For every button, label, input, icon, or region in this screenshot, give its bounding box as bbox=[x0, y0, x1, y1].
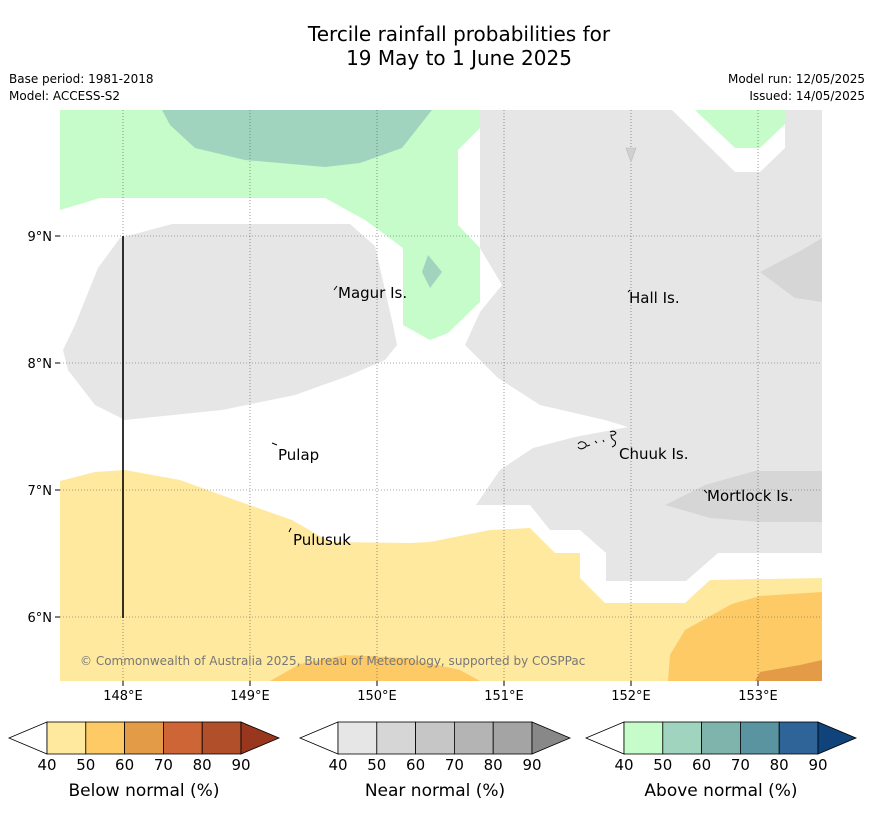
place-label-mortlock: Mortlock Is. bbox=[707, 487, 793, 505]
base-period: Base period: 1981-2018 bbox=[9, 72, 154, 86]
colorbar-above-cell bbox=[701, 721, 741, 755]
colorbar-below-tick: 50 bbox=[76, 756, 96, 774]
region-near-west bbox=[63, 224, 397, 420]
colorbar-near-cell bbox=[376, 721, 416, 755]
colorbar-below-tick: 70 bbox=[153, 756, 173, 774]
region-above-50-60 bbox=[162, 110, 432, 167]
colorbar-above-tick: 70 bbox=[730, 756, 750, 774]
colorbar-near-title: Near normal (%) bbox=[364, 781, 506, 801]
colorbar-above-tick: 50 bbox=[653, 756, 673, 774]
lon-label-148e: 148°E bbox=[103, 689, 143, 704]
colorbar-above-over-arrow bbox=[817, 721, 858, 755]
region-near-east bbox=[465, 110, 822, 581]
colorbar-near-over-arrow bbox=[531, 721, 572, 755]
lon-label-151e: 151°E bbox=[484, 689, 524, 704]
colorbar-near-cell bbox=[453, 721, 494, 755]
colorbar-below-under-arrow bbox=[7, 721, 48, 755]
colorbar-below-normal bbox=[7, 721, 281, 755]
place-label-pulusuk: Pulusuk bbox=[293, 531, 351, 549]
island-outlines bbox=[271, 285, 708, 533]
lat-label-8n: 8°N bbox=[28, 357, 53, 372]
colorbar-near-tick: 40 bbox=[328, 756, 348, 774]
colorbar-above-cell bbox=[623, 721, 664, 755]
region-above-40-50 bbox=[60, 110, 480, 340]
colorbar-near-cell bbox=[337, 721, 378, 755]
meta-right: Model run: 12/05/2025 Issued: 14/05/2025 bbox=[728, 71, 865, 105]
colorbar-below-tick: 90 bbox=[231, 756, 251, 774]
title-line-1: Tercile rainfall probabilities for bbox=[307, 22, 611, 46]
colorbar-above-tick: 80 bbox=[769, 756, 789, 774]
meta-left: Base period: 1981-2018 Model: ACCESS-S2 bbox=[9, 71, 154, 105]
marker-triangle bbox=[625, 147, 637, 163]
model-run: Model run: 12/05/2025 bbox=[727, 72, 865, 86]
colorbar-near-tick: 80 bbox=[483, 756, 503, 774]
place-label-hall: Hall Is. bbox=[629, 289, 680, 307]
lon-label-152e: 152°E bbox=[611, 689, 651, 704]
lat-label-7n: 7°N bbox=[28, 484, 53, 499]
issued-date: Issued: 14/05/2025 bbox=[749, 89, 865, 103]
colorbar-near-cell bbox=[492, 721, 533, 755]
colorbar-below-over-arrow bbox=[240, 721, 281, 755]
colorbar-below-cell bbox=[162, 721, 203, 755]
colorbar-above-normal bbox=[584, 721, 858, 755]
title-line-2: 19 May to 1 June 2025 bbox=[346, 46, 572, 70]
colorbar-near-tick: 90 bbox=[522, 756, 542, 774]
model-name: Model: ACCESS-S2 bbox=[9, 89, 121, 103]
colorbar-below-tick: 40 bbox=[37, 756, 57, 774]
copyright-note: © Commonwealth of Australia 2025, Bureau… bbox=[80, 654, 585, 668]
lat-label-6n: 6°N bbox=[28, 611, 53, 626]
colorbar-below-cell bbox=[124, 721, 164, 755]
colorbar-below-tick: 80 bbox=[192, 756, 212, 774]
region-above-40-50-ne bbox=[695, 110, 785, 148]
region-above-50-60-small bbox=[422, 255, 442, 288]
colorbar-above-cell bbox=[740, 721, 780, 755]
lon-label-149e: 149°E bbox=[230, 689, 270, 704]
colorbar-near-cell bbox=[415, 721, 455, 755]
colorbar-below-cell bbox=[201, 721, 242, 755]
place-label-magur: Magur Is. bbox=[338, 284, 407, 302]
colorbar-above-under-arrow bbox=[584, 721, 625, 755]
colorbar-above-cell bbox=[778, 721, 819, 755]
region-near-50-60-ne bbox=[760, 238, 822, 302]
map-title: Tercile rainfall probabilities for 19 Ma… bbox=[0, 22, 873, 70]
region-below-50-60-south bbox=[270, 655, 480, 681]
lon-label-150e: 150°E bbox=[357, 689, 397, 704]
colorbar-above-cell bbox=[662, 721, 702, 755]
lat-label-9n: 9°N bbox=[28, 230, 53, 245]
colorbar-below-tick: 60 bbox=[115, 756, 135, 774]
colorbar-below-cell bbox=[46, 721, 87, 755]
map-fill-regions bbox=[60, 110, 822, 681]
region-below-50-60 bbox=[668, 592, 822, 681]
colorbar-near-tick: 70 bbox=[444, 756, 464, 774]
colorbar-below-cell bbox=[85, 721, 126, 755]
colorbar-near-normal bbox=[298, 721, 572, 755]
place-label-chuuk: Chuuk Is. bbox=[619, 445, 688, 463]
colorbar-above-tick: 40 bbox=[614, 756, 634, 774]
colorbar-below-title: Below normal (%) bbox=[68, 781, 220, 801]
region-below-40-50 bbox=[60, 470, 822, 681]
region-near-50-60-mortlock bbox=[665, 471, 822, 522]
region-below-60-70 bbox=[755, 660, 822, 681]
colorbar-above-tick: 90 bbox=[808, 756, 828, 774]
colorbar-near-under-arrow bbox=[298, 721, 339, 755]
place-label-pulap: Pulap bbox=[278, 446, 319, 464]
colorbar-near-tick: 60 bbox=[406, 756, 426, 774]
colorbar-above-title: Above normal (%) bbox=[644, 781, 798, 801]
lon-label-153e: 153°E bbox=[738, 689, 778, 704]
colorbar-near-tick: 50 bbox=[367, 756, 387, 774]
colorbar-above-tick: 60 bbox=[692, 756, 712, 774]
axis-ticks bbox=[55, 235, 759, 686]
